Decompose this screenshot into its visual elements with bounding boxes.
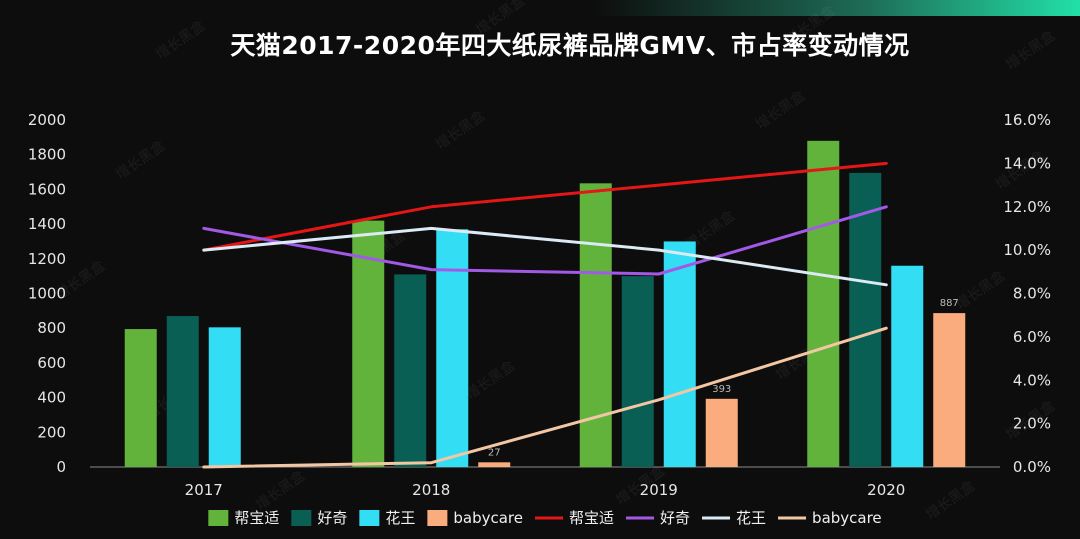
bar <box>352 220 385 467</box>
data-label: 393 <box>712 384 731 395</box>
y2-tick-label: 10.0% <box>1003 241 1051 259</box>
watermark-text: 增长黑盒 <box>753 87 809 133</box>
y-tick-label: 1800 <box>28 146 66 164</box>
y-tick-label: 2000 <box>28 111 66 129</box>
watermark-text: 增长黑盒 <box>463 357 519 403</box>
legend-label: babycare <box>453 509 523 527</box>
bar <box>891 265 924 467</box>
y-tick-label: 400 <box>37 389 66 407</box>
watermark-text: 增长黑盒 <box>923 477 979 523</box>
legend-label: 帮宝适 <box>234 509 279 527</box>
y-tick-label: 600 <box>37 354 66 372</box>
legend-label: 好奇 <box>317 509 347 527</box>
y2-tick-label: 2.0% <box>1013 415 1051 433</box>
legend-label: 帮宝适 <box>569 509 614 527</box>
data-label: 27 <box>488 447 501 458</box>
legend-label: babycare <box>812 509 882 527</box>
legend-item: 帮宝适 <box>535 509 614 527</box>
series-line <box>202 205 888 276</box>
bar <box>166 316 199 467</box>
legend-item: 好奇 <box>626 509 690 527</box>
y-tick-label: 1000 <box>28 285 66 303</box>
watermark-text: 增长黑盒 <box>253 467 309 513</box>
x-tick-label: 2020 <box>867 481 905 499</box>
legend-item: 帮宝适 <box>208 509 279 527</box>
y2-tick-label: 8.0% <box>1013 285 1051 303</box>
bar <box>933 313 966 467</box>
y-tick-label: 1200 <box>28 250 66 268</box>
bar <box>478 462 511 467</box>
bar <box>621 276 654 467</box>
x-tick-label: 2017 <box>185 481 223 499</box>
watermark-text: 增长黑盒 <box>473 0 529 38</box>
y2-tick-label: 6.0% <box>1013 328 1051 346</box>
y-tick-label: 1600 <box>28 180 66 198</box>
watermark-text: 增长黑盒 <box>433 107 489 153</box>
bar <box>436 229 469 467</box>
legend-swatch <box>359 510 380 526</box>
series-line <box>202 161 888 252</box>
bar <box>705 398 738 467</box>
series-line <box>202 326 888 469</box>
y-tick-label: 800 <box>37 319 66 337</box>
bar <box>579 183 612 467</box>
y-tick-label: 1400 <box>28 215 66 233</box>
bar <box>394 274 427 467</box>
legend-swatch <box>208 510 229 526</box>
y2-tick-label: 4.0% <box>1013 371 1051 389</box>
y2-tick-label: 16.0% <box>1003 111 1051 129</box>
watermark-text: 增长黑盒 <box>783 2 839 48</box>
x-tick-label: 2019 <box>640 481 678 499</box>
y2-tick-label: 14.0% <box>1003 154 1051 172</box>
x-tick-label: 2018 <box>412 481 450 499</box>
accent-bar <box>0 0 1080 16</box>
legend-item: babycare <box>427 509 523 527</box>
y-tick-label: 0 <box>56 458 66 476</box>
bar <box>208 327 241 467</box>
legend-item: 花王 <box>359 509 415 527</box>
y2-tick-label: 0.0% <box>1013 458 1051 476</box>
legend-item: 好奇 <box>291 509 347 527</box>
watermark-text: 增长黑盒 <box>153 17 209 63</box>
legend-swatch <box>291 510 312 526</box>
bar <box>849 172 882 468</box>
watermark-text: 增长黑盒 <box>953 267 1009 313</box>
watermark-text: 增长黑盒 <box>113 137 169 183</box>
legend-item: babycare <box>778 509 882 527</box>
data-label: 887 <box>940 298 959 309</box>
legend-item: 花王 <box>702 509 766 527</box>
bar <box>807 140 840 467</box>
legend-label: 花王 <box>736 509 766 527</box>
y-tick-label: 200 <box>37 423 66 441</box>
series-line <box>202 226 888 287</box>
bar <box>663 241 696 467</box>
legend-swatch <box>427 510 448 526</box>
y2-tick-label: 12.0% <box>1003 198 1051 216</box>
legend-label: 花王 <box>385 509 415 527</box>
watermark-text: 增长黑盒 <box>1003 27 1059 73</box>
bar <box>124 329 157 467</box>
legend-label: 好奇 <box>660 509 690 527</box>
chart-title: 天猫2017-2020年四大纸尿裤品牌GMV、市占率变动情况 <box>230 31 910 60</box>
